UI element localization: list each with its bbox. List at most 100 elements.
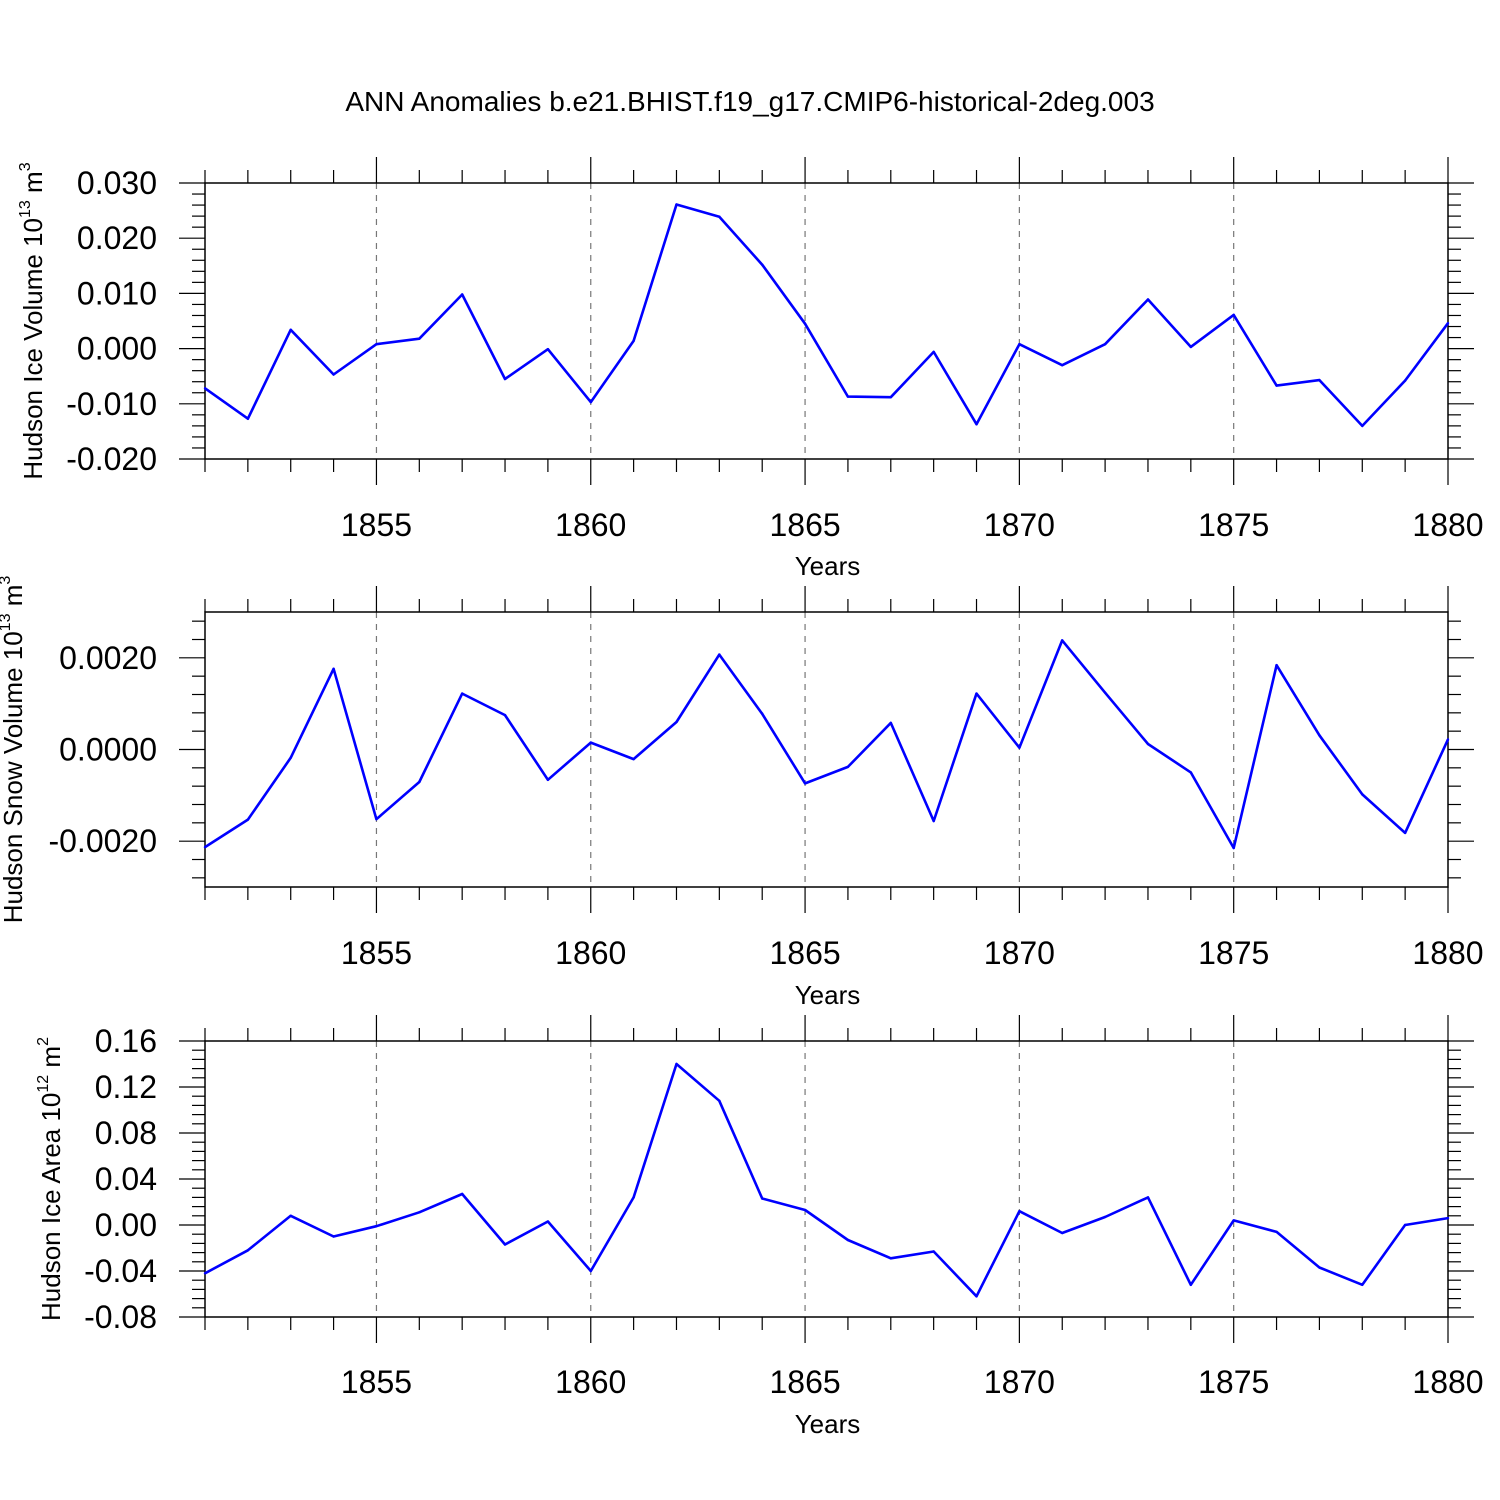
y-tick-label: 0.08 xyxy=(95,1115,157,1151)
data-point xyxy=(718,215,721,218)
data-point xyxy=(1018,746,1021,749)
data-point xyxy=(846,765,850,769)
y-tick-label: -0.020 xyxy=(66,441,157,477)
y-axis-label-text: m xyxy=(36,1046,66,1075)
y-tick-label: -0.010 xyxy=(66,386,157,422)
data-point xyxy=(1018,342,1021,346)
data-point xyxy=(375,1224,378,1228)
data-point xyxy=(589,400,592,404)
data-point xyxy=(503,377,507,381)
y-axis-label-superscript: 2 xyxy=(35,1037,52,1046)
data-point xyxy=(289,328,292,332)
data-point xyxy=(1318,734,1321,737)
data-point xyxy=(1232,1219,1235,1222)
x-tick-label: 1870 xyxy=(984,507,1055,543)
data-point xyxy=(289,756,292,759)
data-point xyxy=(1361,793,1364,796)
x-tick-label: 1870 xyxy=(984,935,1055,971)
y-tick-label: 0.0020 xyxy=(59,640,157,676)
y-tick-label: 0.00 xyxy=(95,1207,157,1243)
y-tick-label: 0.04 xyxy=(95,1161,157,1197)
data-point xyxy=(418,1211,421,1214)
data-point xyxy=(203,1272,207,1275)
x-axis-label: Years xyxy=(795,1409,861,1439)
data-point xyxy=(246,1249,250,1252)
data-point xyxy=(932,350,935,354)
data-point xyxy=(1232,846,1235,850)
y-tick-label: 0.020 xyxy=(77,220,157,256)
data-point xyxy=(632,1196,635,1199)
data-point xyxy=(546,347,550,351)
x-tick-label: 1875 xyxy=(1198,507,1269,543)
series-line xyxy=(204,203,1450,428)
x-tick-label: 1875 xyxy=(1198,1364,1269,1400)
data-point xyxy=(1103,691,1107,694)
data-point xyxy=(632,757,635,761)
y-axis-label-text: m xyxy=(18,171,48,200)
y-axis-label-superscript: 12 xyxy=(35,1075,52,1093)
y-axis-label-text: m xyxy=(0,585,28,614)
data-point xyxy=(1061,1231,1064,1235)
data-point xyxy=(718,1099,721,1103)
data-point xyxy=(1189,1283,1193,1287)
data-point xyxy=(203,387,207,390)
data-point xyxy=(546,1220,550,1223)
data-point xyxy=(375,342,378,346)
data-point xyxy=(1189,771,1193,774)
data-point xyxy=(803,782,807,785)
data-point xyxy=(1403,379,1407,382)
x-tick-label: 1870 xyxy=(984,1364,1055,1400)
y-axis-label-superscript: 13 xyxy=(17,200,34,218)
y-tick-label: -0.08 xyxy=(84,1299,157,1335)
y-axis-label: Hudson Snow Volume 1013 m3 xyxy=(0,576,28,924)
y-axis-label-text: Hudson Snow Volume 10 xyxy=(0,631,28,923)
data-point xyxy=(975,423,978,426)
data-point xyxy=(332,1235,335,1238)
data-point xyxy=(761,712,764,715)
data-point xyxy=(1275,384,1278,387)
data-point xyxy=(418,337,421,340)
data-point xyxy=(1403,1223,1407,1227)
y-axis-label: Hudson Ice Area 1012 m2 xyxy=(35,1037,66,1321)
data-point xyxy=(375,817,378,821)
x-tick-label: 1860 xyxy=(555,935,626,971)
x-tick-label: 1880 xyxy=(1412,935,1483,971)
x-tick-label: 1860 xyxy=(555,1364,626,1400)
series-line xyxy=(204,639,1450,850)
y-axis-label-superscript: 3 xyxy=(0,576,14,585)
data-point xyxy=(632,339,635,343)
x-axis-label: Years xyxy=(795,980,861,1010)
data-point xyxy=(418,780,421,784)
x-tick-label: 1855 xyxy=(341,935,412,971)
data-point xyxy=(1361,1283,1364,1287)
data-point xyxy=(546,778,550,781)
data-point xyxy=(1146,1196,1150,1199)
y-tick-label: -0.0020 xyxy=(48,823,157,859)
x-tick-label: 1860 xyxy=(555,507,626,543)
data-point xyxy=(1189,345,1193,349)
data-point xyxy=(761,263,764,266)
data-point xyxy=(1061,639,1064,642)
data-point xyxy=(975,1295,978,1298)
data-point xyxy=(803,322,807,325)
data-point xyxy=(460,692,464,695)
data-point xyxy=(589,1269,592,1273)
data-point xyxy=(1318,1266,1321,1269)
y-tick-label: 0.0000 xyxy=(59,732,157,768)
data-point xyxy=(1103,342,1107,346)
panel-2: -0.0020 0.0000 0.0020 1855 1860 1865 1870 1875 1… xyxy=(0,576,1484,1010)
data-point xyxy=(1446,1216,1450,1220)
data-point xyxy=(1318,378,1321,382)
data-point xyxy=(1061,363,1064,367)
data-point xyxy=(246,818,250,821)
data-point xyxy=(503,1243,507,1246)
y-tick-label: 0.16 xyxy=(95,1023,157,1059)
data-point xyxy=(1232,313,1235,317)
data-point xyxy=(1446,738,1450,741)
x-tick-label: 1880 xyxy=(1412,1364,1483,1400)
series-line xyxy=(204,1062,1449,1298)
x-axis-label: Years xyxy=(795,551,861,581)
y-axis-label-text: Hudson Ice Area 10 xyxy=(36,1093,66,1321)
data-point xyxy=(1103,1215,1107,1219)
